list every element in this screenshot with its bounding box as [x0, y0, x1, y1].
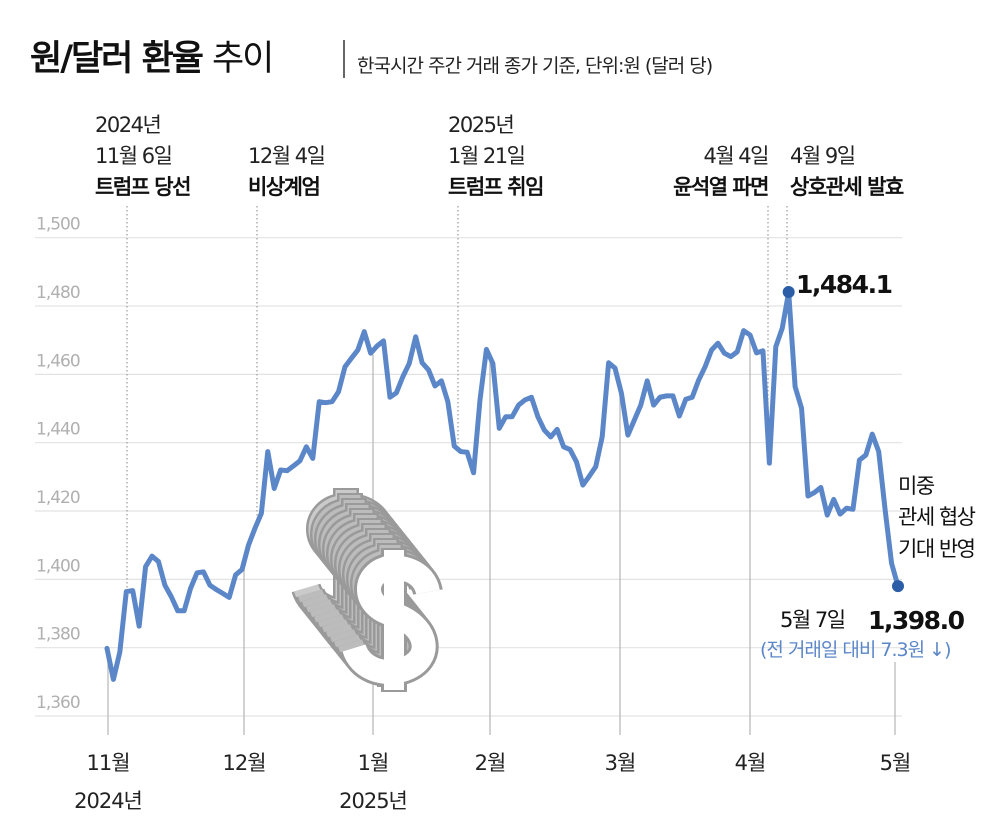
- note-line-2: 관세 협상: [898, 505, 976, 529]
- x-tick-label: 5월: [880, 751, 911, 775]
- event-label: 트럼프 당선: [95, 175, 190, 199]
- note-line-3: 기대 반영: [898, 537, 974, 561]
- last-dot: [892, 580, 904, 593]
- change-note: (전 거래일 대비 7.3원 ↓): [760, 639, 950, 661]
- event-date: 12월 4일: [248, 144, 325, 168]
- event-label: 비상계엄: [248, 175, 319, 199]
- x-tick-year: 2024년: [74, 789, 142, 813]
- y-tick-label: 1,360: [36, 693, 80, 713]
- y-tick-label: 1,440: [36, 420, 80, 440]
- y-tick-label: 1,420: [36, 488, 80, 508]
- month-lines: [107, 339, 896, 735]
- y-tick-label: 1,400: [36, 556, 80, 576]
- event-lines: [126, 206, 788, 588]
- event-date: 2024년: [95, 113, 160, 137]
- dollar-sign-icon: [291, 488, 443, 692]
- event-label: 상호관세 발효: [790, 175, 904, 199]
- chart-title: 원/달러 환율 추이: [30, 39, 272, 79]
- x-tick-label: 12월: [222, 751, 265, 775]
- gridlines: [35, 237, 902, 717]
- x-tick-label: 3월: [605, 751, 636, 775]
- event-date: 2025년: [448, 113, 513, 137]
- dollar-front-face: [339, 548, 443, 692]
- x-tick-label: 2월: [475, 751, 506, 775]
- x-tick-year: 2025년: [339, 789, 407, 813]
- y-tick-label: 1,500: [36, 215, 80, 235]
- last-value-label: 1,398.0: [868, 606, 965, 635]
- x-axis-ticks: 11월 2024년 12월 1월 2025년 2월 3월 4월 5월: [74, 751, 911, 813]
- x-tick-label: 11월: [86, 751, 129, 775]
- chart-subtitle: 한국시간 주간 거래 종가 기준, 단위:원 (달러 당): [357, 55, 712, 77]
- note-line-1: 미중: [898, 474, 935, 498]
- event-date: 4월 4일: [703, 144, 768, 168]
- event-label: 윤석열 파면: [673, 175, 768, 199]
- peak-dot: [782, 286, 795, 299]
- peak-value-label: 1,484.1: [796, 270, 892, 299]
- y-tick-label: 1,380: [36, 625, 80, 645]
- y-axis-ticks: 1,360 1,380 1,400 1,420 1,440 1,460 1,480 1,500: [36, 215, 81, 713]
- series-line: [104, 289, 901, 682]
- x-tick-label: 1월: [358, 751, 389, 775]
- last-date-label: 5월 7일: [780, 608, 845, 632]
- event-date: 11월 6일: [95, 144, 172, 168]
- event-label: 트럼프 취임: [448, 175, 543, 199]
- y-tick-label: 1,460: [36, 351, 80, 371]
- event-date: 4월 9일: [790, 144, 855, 168]
- event-date: 1월 21일: [448, 144, 525, 168]
- y-tick-label: 1,480: [36, 283, 80, 303]
- x-tick-label: 4월: [735, 751, 766, 775]
